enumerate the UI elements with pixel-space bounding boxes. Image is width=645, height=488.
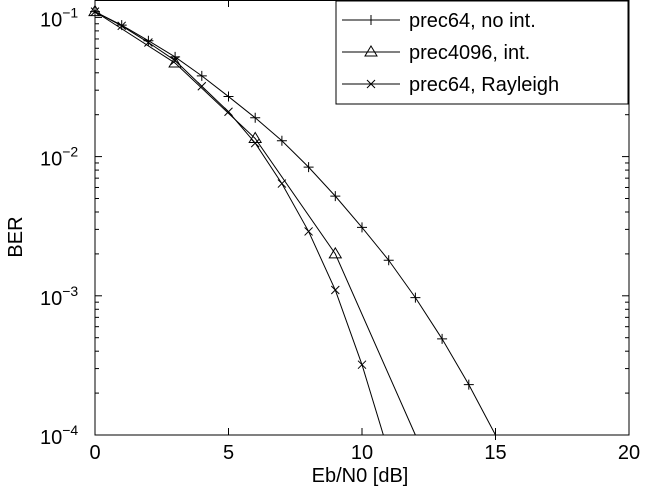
plus-marker xyxy=(357,222,367,233)
triangle-marker xyxy=(328,246,343,259)
plus-marker xyxy=(383,255,394,266)
x-tick-label: 15 xyxy=(484,442,506,464)
plus-marker xyxy=(143,35,154,46)
legend-entry-label: prec64, no int. xyxy=(409,10,536,32)
x-marker xyxy=(357,360,367,370)
x-marker xyxy=(304,227,313,236)
y-tick-label: 10−3 xyxy=(40,283,78,310)
triangle-marker xyxy=(88,4,102,17)
plus-marker xyxy=(366,15,376,25)
x-marker xyxy=(277,179,287,188)
x-tick-labels: 0 5 10 15 20 xyxy=(89,442,640,464)
plus-marker xyxy=(330,191,341,202)
x-marker xyxy=(144,38,153,47)
x-marker xyxy=(224,107,233,117)
series-line xyxy=(94,11,416,436)
plus-marker xyxy=(463,379,474,390)
x-marker xyxy=(366,79,376,89)
y-axis-label: BER xyxy=(5,216,27,257)
series-lines xyxy=(94,11,496,436)
x-marker xyxy=(170,56,180,65)
series-line xyxy=(94,11,384,436)
legend: prec64, no int. prec4096, int. prec64, Ray… xyxy=(335,0,629,105)
plus-marker xyxy=(303,162,314,173)
plus-marker xyxy=(276,135,287,146)
x-marker xyxy=(330,285,340,295)
x-marker xyxy=(117,21,127,31)
x-axis-label: Eb/N0 [dB] xyxy=(312,465,409,487)
axis-ticks xyxy=(94,0,630,436)
x-marker xyxy=(90,7,100,16)
series-markers xyxy=(88,4,501,440)
x-tick-label: 0 xyxy=(89,442,100,464)
plus-marker xyxy=(250,112,261,123)
series-line xyxy=(94,11,496,436)
plus-marker xyxy=(490,430,501,440)
x-marker xyxy=(197,81,207,91)
y-tick-labels: 10−1 10−2 10−3 10−4 xyxy=(40,4,78,449)
plus-marker xyxy=(223,91,234,102)
plus-marker xyxy=(196,70,207,81)
y-tick-label: 10−1 xyxy=(40,4,78,31)
y-tick-label: 10−2 xyxy=(40,144,78,171)
x-tick-label: 10 xyxy=(351,442,373,464)
legend-entry-label: prec4096, int. xyxy=(409,42,530,64)
x-marker xyxy=(250,138,260,148)
plus-marker xyxy=(410,292,421,303)
x-tick-label: 5 xyxy=(223,442,234,464)
x-tick-label: 20 xyxy=(618,442,640,464)
legend-entry-label: prec64, Rayleigh xyxy=(409,74,559,96)
y-tick-label: 10−4 xyxy=(40,422,78,449)
triangle-marker xyxy=(364,45,378,57)
triangle-marker xyxy=(168,56,182,68)
plus-marker xyxy=(437,333,448,344)
